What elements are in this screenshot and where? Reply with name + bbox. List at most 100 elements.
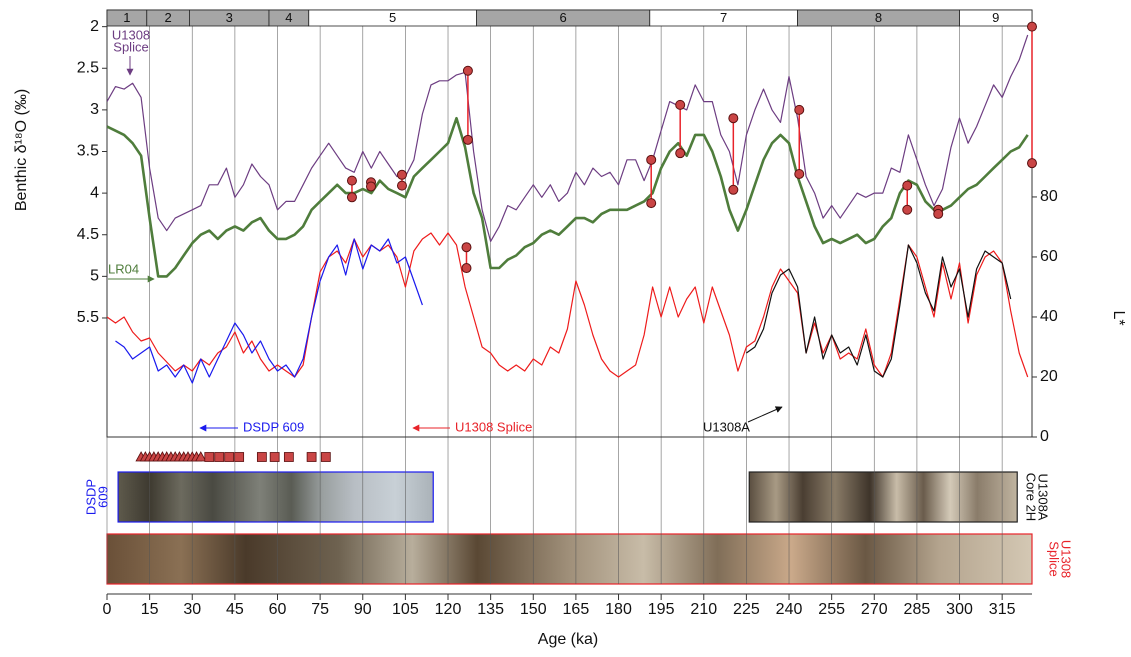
x-tick-label: 105 [392, 601, 419, 618]
core-label: U1308 [1059, 540, 1074, 578]
x-tick-label: 300 [946, 601, 973, 618]
annotation: U1308 Splice [455, 419, 532, 434]
x-tick-label: 0 [103, 601, 112, 618]
y-axis-label: Benthic δ¹⁸O (‰) [13, 89, 30, 211]
x-tick-label: 90 [354, 601, 372, 618]
age-control [204, 452, 215, 462]
y-tick-label: 4 [90, 184, 99, 201]
x-tick-label: 15 [141, 601, 159, 618]
core-label: U1308A [1036, 474, 1051, 521]
tie-point [933, 208, 944, 219]
x-tick-label: 225 [733, 601, 760, 618]
core-label: 609 [95, 486, 110, 508]
x-tick-label: 240 [776, 601, 803, 618]
x-tick-label: 180 [605, 601, 632, 618]
mis-label: 8 [875, 10, 882, 25]
annotation: U1308A [703, 419, 750, 434]
age-control [320, 452, 331, 462]
mis-label: 9 [992, 10, 999, 25]
tie-point [462, 65, 473, 76]
mis-label: 6 [559, 10, 566, 25]
mis-label: 4 [285, 10, 292, 25]
core-image [748, 471, 1018, 523]
y-tick-label: 5.5 [77, 309, 99, 326]
mis-label: 1 [123, 10, 130, 25]
y-tick-label: 3.5 [77, 143, 99, 160]
tie-point [346, 192, 357, 203]
core-label: Splice [1047, 541, 1062, 576]
tie-point [462, 134, 473, 145]
x-tick-label: 120 [435, 601, 462, 618]
y2-tick-label: 20 [1040, 368, 1058, 385]
y-tick-label: 2.5 [77, 59, 99, 76]
series-line [115, 238, 423, 384]
x-tick-label: 210 [690, 601, 717, 618]
y2-tick-label: 40 [1040, 308, 1058, 325]
tie-point [794, 168, 805, 179]
tie-point [675, 148, 686, 159]
series-line [107, 34, 1029, 242]
series-line [107, 116, 1029, 278]
y2-tick-label: 60 [1040, 248, 1058, 265]
mis-label: 7 [720, 10, 727, 25]
age-control [306, 452, 317, 462]
x-tick-label: 135 [477, 601, 504, 618]
core-label: DSDP [83, 479, 98, 515]
age-control [224, 452, 235, 462]
x-axis-label: Age (ka) [538, 631, 598, 648]
x-tick-label: 45 [226, 601, 244, 618]
tie-point [366, 181, 377, 192]
core-image [117, 471, 434, 523]
series-line [107, 232, 1029, 378]
tie-point [646, 198, 657, 209]
series-line [746, 244, 1012, 378]
tie-point [396, 180, 407, 191]
mis-label: 5 [389, 10, 396, 25]
y-tick-label: 4.5 [77, 226, 99, 243]
x-tick-label: 285 [904, 601, 931, 618]
mis-label: 3 [226, 10, 233, 25]
tie-point [728, 113, 739, 124]
annotation: Splice [113, 39, 148, 54]
y2-tick-label: 0 [1040, 428, 1049, 445]
y-tick-label: 5 [90, 268, 99, 285]
tie-point [902, 180, 913, 191]
series-group [107, 34, 1029, 384]
age-control [214, 452, 225, 462]
x-tick-label: 75 [311, 601, 329, 618]
tie-point [675, 99, 686, 110]
annotation: DSDP 609 [243, 419, 304, 434]
core-label: Core 2H [1024, 473, 1039, 521]
age-control [269, 452, 280, 462]
tie-point [646, 154, 657, 165]
y2-axis-label: L* [1110, 310, 1127, 325]
over-layer: 0 15 30 45 60 75 90 105 120 135 150 165 180 195 210 225… [77, 9, 1058, 618]
mis-label: 2 [164, 10, 171, 25]
annotation: LR04 [108, 261, 139, 276]
x-tick-label: 60 [269, 601, 287, 618]
x-tick-label: 270 [861, 601, 888, 618]
age-control [256, 452, 267, 462]
y-tick-label: 2 [90, 18, 99, 35]
annotation: U1308 [112, 27, 150, 42]
tie-point [1027, 21, 1037, 32]
x-tick-label: 195 [648, 601, 675, 618]
tie-point [728, 184, 739, 195]
x-tick-label: 30 [183, 601, 201, 618]
tie-point [346, 175, 357, 186]
core-image [106, 533, 1033, 585]
y2-tick-label: 80 [1040, 188, 1058, 205]
tie-point [794, 104, 805, 115]
x-tick-label: 255 [818, 601, 845, 618]
y-tick-label: 3 [90, 101, 99, 118]
tie-point [461, 242, 472, 253]
tie-point [902, 204, 913, 215]
tie-point [461, 263, 472, 274]
tie-point [396, 169, 407, 180]
under-layer [106, 26, 1033, 585]
x-tick-label: 315 [989, 601, 1016, 618]
annotation-arrow [747, 406, 783, 423]
age-control [283, 452, 294, 462]
mis-stage [959, 9, 1033, 27]
